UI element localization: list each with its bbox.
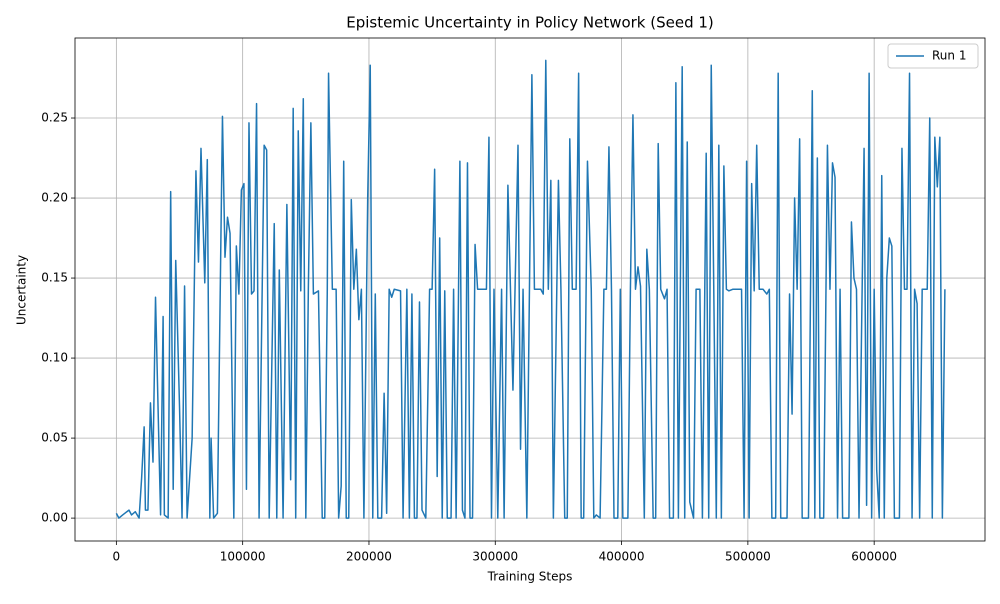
legend-label: Run 1 (932, 49, 966, 63)
x-tick-label: 100000 (220, 550, 266, 564)
y-tick-label: 0.05 (41, 431, 68, 445)
x-tick-label: 400000 (599, 550, 645, 564)
chart-title: Epistemic Uncertainty in Policy Network … (346, 14, 714, 32)
x-axis-label: Training Steps (487, 570, 573, 584)
x-tick-label: 500000 (725, 550, 771, 564)
legend-box (887, 43, 979, 69)
y-tick-label: 0.15 (41, 271, 68, 285)
y-tick-label: 0.10 (41, 351, 68, 365)
line-series (115, 59, 946, 519)
plot-frame (74, 37, 986, 542)
y-tick-label: 0.00 (41, 511, 68, 525)
x-tick-label: 300000 (472, 550, 518, 564)
y-tick-label: 0.25 (41, 111, 68, 125)
x-tick-label: 0 (113, 550, 121, 564)
y-axis-label: Uncertainty (15, 255, 29, 325)
y-tick-label: 0.20 (41, 191, 68, 205)
x-tick-label: 200000 (346, 550, 392, 564)
x-tick-label: 600000 (851, 550, 897, 564)
